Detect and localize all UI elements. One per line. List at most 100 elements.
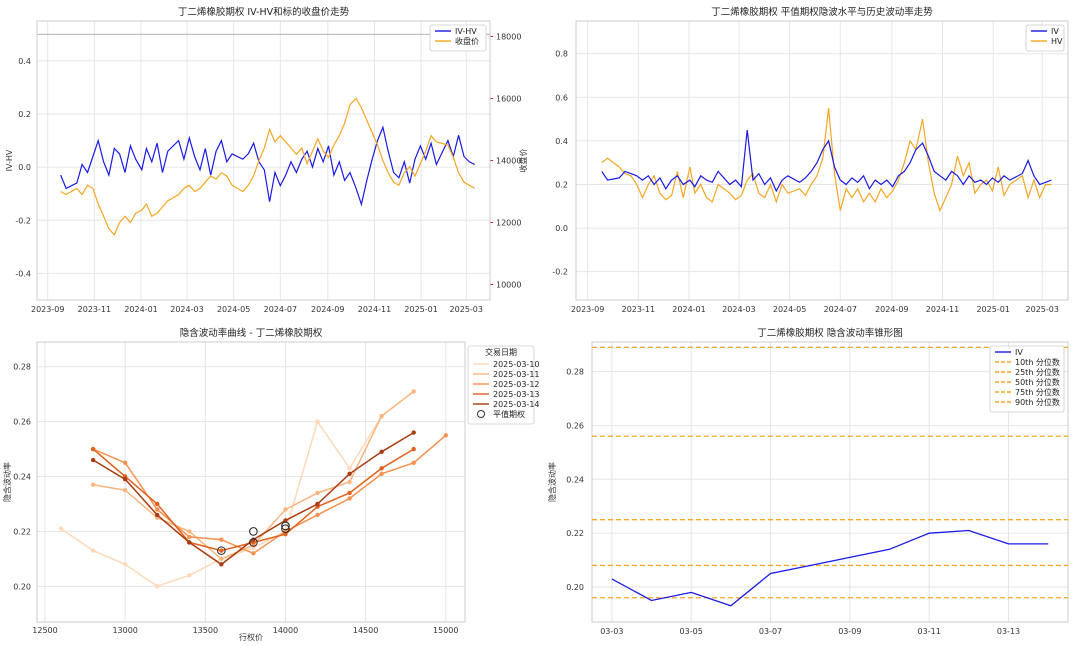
data-point — [379, 466, 384, 471]
legend-item: 10th 分位数 — [995, 357, 1060, 367]
y-tick-label: 0.2 — [555, 180, 568, 189]
y-tick-label: 0.0 — [555, 224, 568, 233]
legend-item: 2025-03-11 — [473, 370, 540, 379]
legend-item: 收盘价 — [435, 36, 479, 46]
data-point — [122, 562, 128, 567]
legend-item: 2025-03-10 — [473, 360, 540, 369]
x-tick-label: 2023-09 — [31, 305, 64, 314]
y-tick-label: -0.2 — [15, 216, 31, 225]
data-point — [283, 531, 288, 537]
y-tick-label: 0.0 — [18, 163, 31, 172]
data-point — [411, 446, 416, 452]
y-tick-label: 0.22 — [566, 529, 584, 538]
legend-item: 75th 分位数 — [995, 387, 1060, 397]
atm-marker — [249, 538, 258, 547]
y-axis-label: 隐含波动率 — [2, 462, 12, 502]
data-point — [347, 496, 352, 501]
x-tick-label: 03-09 — [838, 627, 861, 636]
legend-label: 2025-03-12 — [493, 380, 540, 389]
x-tick-label: 2024-09 — [875, 305, 908, 314]
legend-label: 2025-03-11 — [493, 370, 540, 379]
legend-label: IV-HV — [455, 27, 477, 36]
data-point — [155, 512, 160, 518]
x-tick-label: 2025-01 — [404, 305, 437, 314]
data-point — [219, 548, 224, 553]
data-point — [155, 584, 160, 589]
data-point — [411, 460, 416, 465]
x-axis-label: 行权价 — [239, 632, 263, 642]
x-tick-label: 03-05 — [680, 627, 703, 636]
plot-frame — [591, 341, 1069, 623]
legend-label: HV — [1051, 37, 1063, 46]
x-tick-label: 2024-05 — [217, 305, 250, 314]
x-tick-label: 13500 — [193, 626, 218, 635]
legend-item: 2025-03-13 — [473, 390, 540, 399]
legend-label: 2025-03-10 — [493, 360, 540, 369]
data-point — [347, 466, 352, 471]
legend-item: 90th 分位数 — [995, 397, 1060, 407]
y-tick-label: 0.26 — [566, 421, 584, 430]
data-point — [219, 537, 224, 542]
data-point — [219, 562, 224, 567]
x-tick-label: 2024-07 — [264, 305, 297, 314]
x-tick-label: 2025-03 — [450, 305, 483, 314]
data-point — [90, 446, 96, 452]
data-point — [315, 512, 320, 518]
data-point — [187, 534, 192, 540]
y2-tick-label: 18000 — [496, 33, 521, 42]
y-tick-label: 0.28 — [566, 368, 584, 377]
legend-item: 2025-03-12 — [473, 380, 540, 389]
y-tick-label: 0.6 — [555, 93, 568, 102]
legend-label: IV — [1051, 27, 1059, 36]
legend-item: IV — [1031, 27, 1059, 36]
y-tick-label: 0.8 — [555, 50, 568, 59]
data-point — [155, 501, 160, 507]
x-tick-label: 2024-01 — [124, 305, 157, 314]
series-line — [92, 434, 447, 555]
legend-item: IV-HV — [435, 27, 477, 36]
series-line — [611, 529, 1049, 607]
plot-frame — [36, 341, 466, 623]
x-tick-label: 2023-11 — [622, 305, 655, 314]
x-tick-label: 03-13 — [997, 627, 1020, 636]
chart-title: 丁二烯橡胶期权 隐含波动率锥形图 — [757, 327, 903, 339]
data-point — [347, 471, 352, 476]
legend-item: IV — [995, 348, 1023, 357]
x-tick-label: 14500 — [353, 626, 378, 635]
atm-marker — [249, 527, 258, 536]
y-tick-label: -0.4 — [15, 269, 31, 278]
data-point — [283, 507, 288, 512]
data-point — [379, 449, 384, 455]
chart-iv-hv: 2023-09 2023-11 2024-01 2024-03 2024-05 2024-… — [552, 6, 1069, 314]
legend-marker — [477, 410, 485, 418]
x-tick-label: 2024-03 — [722, 305, 755, 314]
data-point — [315, 419, 320, 424]
chart-iv-hv-price: 2023-09 2023-11 2024-01 2024-03 2024-05 2024-… — [5, 6, 528, 314]
x-tick-label: 03-07 — [759, 627, 782, 636]
series-line — [60, 125, 475, 207]
x-tick-label: 13000 — [112, 626, 137, 635]
y-tick-label: -0.2 — [552, 268, 568, 277]
atm-marker — [217, 546, 226, 555]
data-point — [155, 507, 160, 512]
data-point — [90, 548, 96, 553]
y-tick-label: 0.20 — [13, 582, 31, 591]
y-tick-label: 0.2 — [18, 110, 31, 119]
x-tick-label: 2024-07 — [824, 305, 857, 314]
data-point — [122, 477, 128, 482]
x-tick-label: 03-03 — [600, 627, 623, 636]
legend-label: IV — [1015, 348, 1023, 357]
data-point — [379, 413, 384, 419]
legend-item: 50th 分位数 — [995, 377, 1060, 387]
chart-title: 丁二烯橡胶期权 IV-HV和标的收盘价走势 — [178, 6, 350, 18]
legend: 交易日期2025-03-102025-03-112025-03-122025-0… — [467, 345, 540, 425]
y-tick-label: 0.22 — [13, 527, 31, 536]
legend-label: 10th 分位数 — [1015, 357, 1060, 367]
y-tick-label: 0.20 — [566, 583, 584, 592]
legend-item: HV — [1031, 37, 1063, 46]
data-point — [347, 490, 352, 496]
